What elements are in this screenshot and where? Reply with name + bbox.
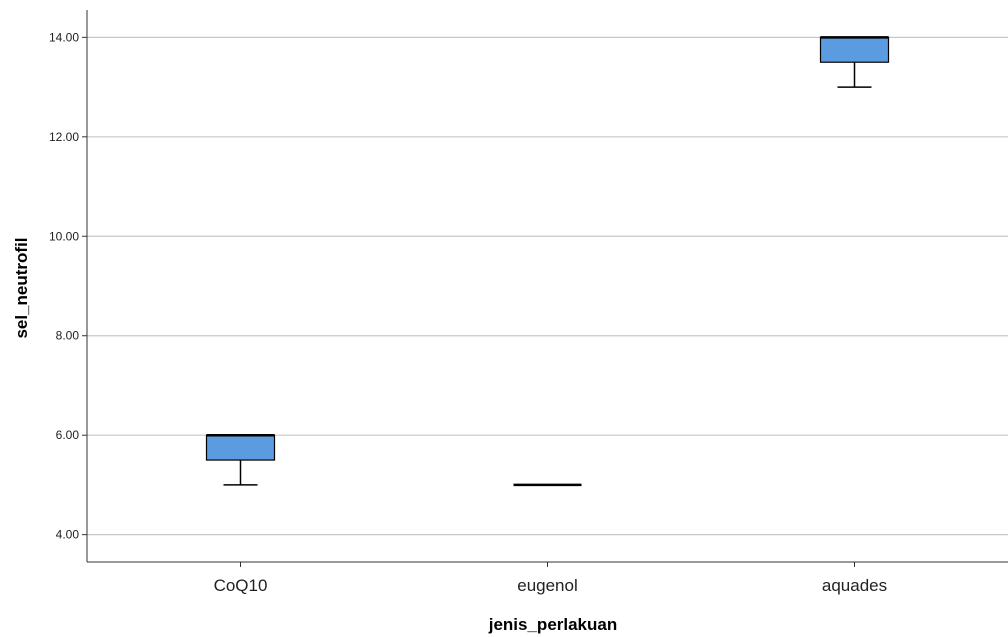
y-axis-title: sel_neutrofil: [12, 237, 31, 338]
x-category-label: aquades: [822, 576, 887, 595]
y-tick-label: 14.00: [49, 30, 79, 44]
y-tick-label: 4.00: [56, 528, 80, 542]
x-category-labels: CoQ10 eugenol aquades: [214, 576, 888, 595]
box-aquades: [819, 36, 890, 88]
x-category-label: eugenol: [517, 576, 578, 595]
y-tick-label: 8.00: [56, 329, 80, 343]
x-category-label: CoQ10: [214, 576, 268, 595]
box-body: [205, 434, 276, 461]
boxes: [205, 36, 890, 487]
y-tick-label: 6.00: [56, 428, 80, 442]
box-body: [819, 36, 890, 63]
box-coq10: [205, 433, 276, 486]
axes: [82, 10, 1008, 567]
y-tick-label: 10.00: [49, 229, 79, 243]
x-axis-title: jenis_perlakuan: [488, 615, 618, 634]
y-tick-label: 12.00: [49, 130, 79, 144]
y-tick-labels: 4.00 6.00 8.00 10.00 12.00 14.00: [49, 30, 79, 541]
